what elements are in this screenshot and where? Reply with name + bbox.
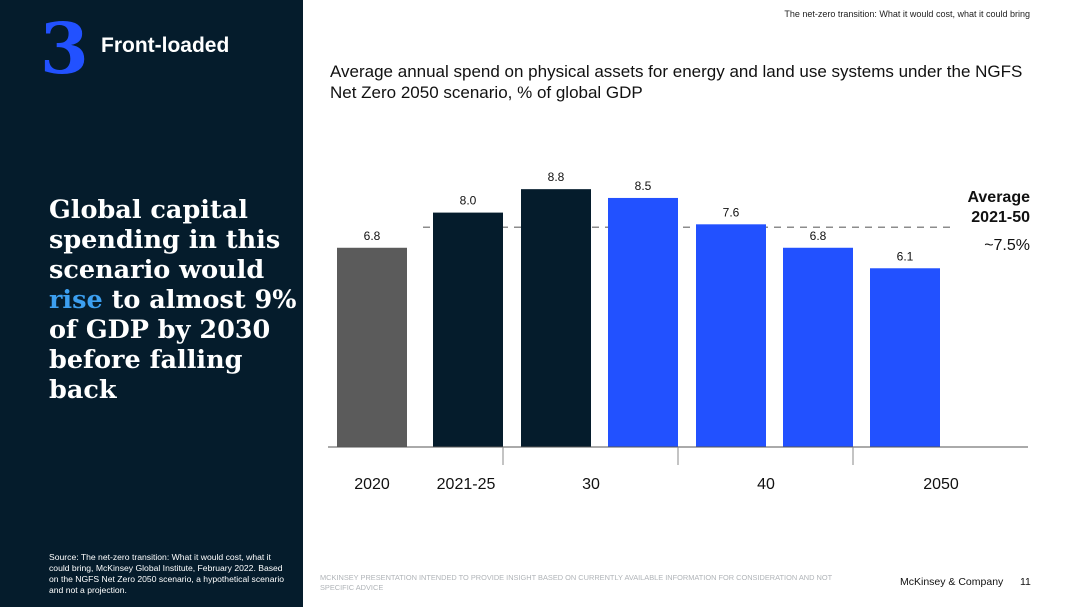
headline-before: Global capital spending in this scenario… — [49, 195, 281, 285]
source-note: Source: The net-zero transition: What it… — [49, 552, 285, 595]
headline-after: to almost 9% of GDP by 2030 before falli… — [49, 285, 297, 405]
average-period-label: 2021-50 — [971, 209, 1030, 226]
bar — [608, 197, 678, 447]
section-number: 3 — [40, 7, 89, 90]
x-tick-label: 2021-25 — [437, 476, 496, 493]
average-value-label: ~7.5% — [984, 237, 1030, 254]
bar-value-label: 6.1 — [897, 249, 914, 263]
page-number: 11 — [1020, 576, 1031, 588]
bar-value-label: 8.8 — [548, 170, 565, 184]
average-label: Average — [967, 189, 1030, 206]
bar-chart: 6.8 8.0 8.8 8.5 7.6 6.8 6.1 2020 2021-25 30 40 2050… — [328, 170, 1030, 493]
bar — [433, 212, 503, 447]
header-note: The net-zero transition: What it would c… — [784, 9, 1030, 19]
disclaimer: MCKINSEY PRESENTATION INTENDED TO PROVID… — [320, 573, 832, 592]
x-tick-label: 40 — [757, 476, 775, 493]
x-tick-label: 2020 — [354, 476, 390, 493]
x-tick-label: 2050 — [923, 476, 959, 493]
bar — [521, 189, 591, 447]
bar — [870, 268, 940, 447]
headline-highlight: rise — [49, 285, 103, 315]
headline: Global capital spending in this scenario… — [49, 195, 299, 405]
left-panel: 3 Front-loaded Global capital spending i… — [0, 0, 303, 607]
bar-value-label: 7.6 — [723, 205, 740, 219]
section-title: Front-loaded — [101, 34, 230, 57]
bar-value-label: 6.8 — [810, 229, 827, 243]
bar-value-label: 8.5 — [635, 179, 652, 193]
bar-value-label: 8.0 — [460, 194, 477, 208]
brand-name: McKinsey & Company — [900, 576, 1004, 588]
chart-title: Average annual spend on physical assets … — [330, 62, 1023, 102]
x-tick-label: 30 — [582, 476, 600, 493]
bar — [337, 247, 407, 447]
bar — [783, 247, 853, 447]
bar-value-label: 6.8 — [364, 229, 381, 243]
bar — [696, 224, 766, 447]
